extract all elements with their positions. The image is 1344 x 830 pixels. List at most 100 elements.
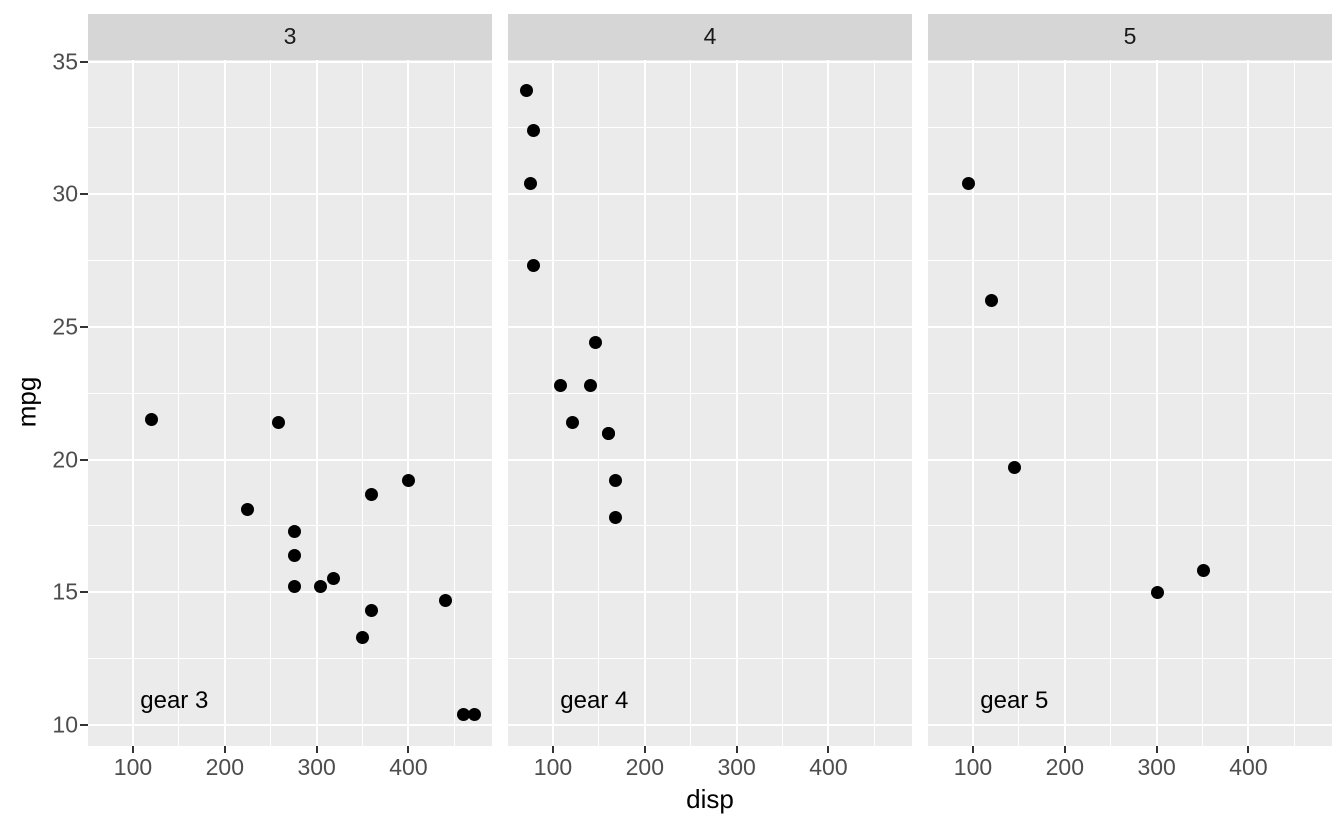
- major-gridline-y: [88, 325, 492, 328]
- data-point: [601, 426, 615, 440]
- minor-gridline-x: [1110, 59, 1112, 746]
- data-point: [1196, 564, 1210, 578]
- data-point: [608, 511, 622, 525]
- data-point: [468, 707, 482, 721]
- minor-gridline-x: [873, 59, 875, 746]
- panel-annotation-label: gear 4: [560, 686, 629, 714]
- major-gridline-x: [223, 59, 226, 746]
- data-point: [356, 630, 370, 644]
- x-axis-tick-mark: [827, 745, 830, 753]
- major-gridline-x: [643, 59, 646, 746]
- data-point: [144, 413, 158, 427]
- minor-gridline-x: [270, 59, 272, 746]
- major-gridline-x: [315, 59, 318, 746]
- major-gridline-y: [928, 723, 1332, 726]
- major-gridline-x: [735, 59, 738, 746]
- x-axis-tick-label: 100: [113, 754, 153, 780]
- minor-gridline-y: [508, 260, 912, 262]
- data-point: [326, 572, 340, 586]
- major-gridline-y: [508, 591, 912, 594]
- minor-gridline-y: [508, 525, 912, 527]
- data-point: [985, 293, 999, 307]
- x-axis-tick-label: 400: [1229, 754, 1268, 780]
- y-axis-tick-mark: [80, 60, 88, 63]
- x-axis-tick-mark: [1155, 745, 1158, 753]
- minor-gridline-x: [690, 59, 692, 746]
- x-axis-tick-label: 100: [953, 754, 993, 780]
- facet-panel: gear 5: [928, 59, 1332, 746]
- x-axis-tick-mark: [735, 745, 738, 753]
- x-axis-tick-label: 300: [717, 754, 756, 780]
- data-point: [271, 415, 285, 429]
- x-axis-tick-mark: [407, 745, 410, 753]
- x-axis-tick-mark: [1063, 745, 1066, 753]
- x-axis-tick-mark: [131, 745, 134, 753]
- major-gridline-x: [131, 59, 134, 746]
- major-gridline-x: [971, 59, 974, 746]
- data-point: [1151, 585, 1165, 599]
- major-gridline-y: [928, 60, 1332, 63]
- panel-annotation-label: gear 5: [980, 686, 1049, 714]
- major-gridline-y: [88, 60, 492, 63]
- minor-gridline-y: [928, 657, 1332, 659]
- data-point: [401, 474, 415, 488]
- major-gridline-y: [88, 458, 492, 461]
- minor-gridline-y: [928, 392, 1332, 394]
- x-axis-tick-mark: [971, 745, 974, 753]
- x-axis-tick-mark: [1247, 745, 1250, 753]
- major-gridline-x: [407, 59, 410, 746]
- x-axis-tick-label: 400: [389, 754, 428, 780]
- major-gridline-x: [1063, 59, 1066, 746]
- x-axis-tick-mark: [551, 745, 554, 753]
- minor-gridline-y: [508, 127, 912, 129]
- data-point: [287, 548, 301, 562]
- x-axis-tick-label: 400: [809, 754, 848, 780]
- data-point: [287, 524, 301, 538]
- y-axis-tick-label: 20: [52, 446, 78, 473]
- data-point: [526, 124, 540, 138]
- major-gridline-y: [928, 458, 1332, 461]
- panel-annotation-label: gear 3: [140, 686, 209, 714]
- major-gridline-y: [508, 60, 912, 63]
- y-axis-tick-mark: [80, 458, 88, 461]
- major-gridline-y: [88, 591, 492, 594]
- y-axis-tick-mark: [80, 193, 88, 196]
- x-axis-title: disp: [686, 784, 734, 814]
- major-gridline-y: [88, 723, 492, 726]
- facet-strip: 4: [508, 14, 912, 60]
- x-axis-tick-mark: [643, 745, 646, 753]
- major-gridline-y: [508, 458, 912, 461]
- data-point: [365, 487, 379, 501]
- major-gridline-y: [928, 325, 1332, 328]
- minor-gridline-y: [88, 127, 492, 129]
- major-gridline-y: [928, 193, 1332, 196]
- x-axis-tick-label: 200: [625, 754, 664, 780]
- y-axis-tick-label: 25: [52, 313, 78, 340]
- x-axis-tick-label: 200: [205, 754, 244, 780]
- x-axis-tick-label: 300: [1137, 754, 1176, 780]
- x-axis-tick-mark: [315, 745, 318, 753]
- facet-strip: 3: [88, 14, 492, 60]
- major-gridline-x: [1155, 59, 1158, 746]
- data-point: [519, 84, 533, 98]
- data-point: [1007, 460, 1021, 474]
- x-axis-tick-label: 200: [1045, 754, 1084, 780]
- data-point: [565, 415, 579, 429]
- data-point: [553, 378, 567, 392]
- minor-gridline-y: [928, 127, 1332, 129]
- data-point: [583, 378, 597, 392]
- y-axis-tick-mark: [80, 591, 88, 594]
- minor-gridline-x: [362, 59, 364, 746]
- data-point: [241, 503, 255, 517]
- y-axis-tick-label: 10: [52, 711, 78, 738]
- y-axis-tick-label: 15: [52, 578, 78, 605]
- major-gridline-x: [551, 59, 554, 746]
- minor-gridline-y: [88, 260, 492, 262]
- data-point: [524, 177, 538, 191]
- major-gridline-y: [88, 193, 492, 196]
- y-axis-tick-label: 35: [52, 48, 78, 75]
- minor-gridline-x: [598, 59, 600, 746]
- y-axis-title: mpg: [11, 376, 42, 428]
- facet-panel: gear 3: [88, 59, 492, 746]
